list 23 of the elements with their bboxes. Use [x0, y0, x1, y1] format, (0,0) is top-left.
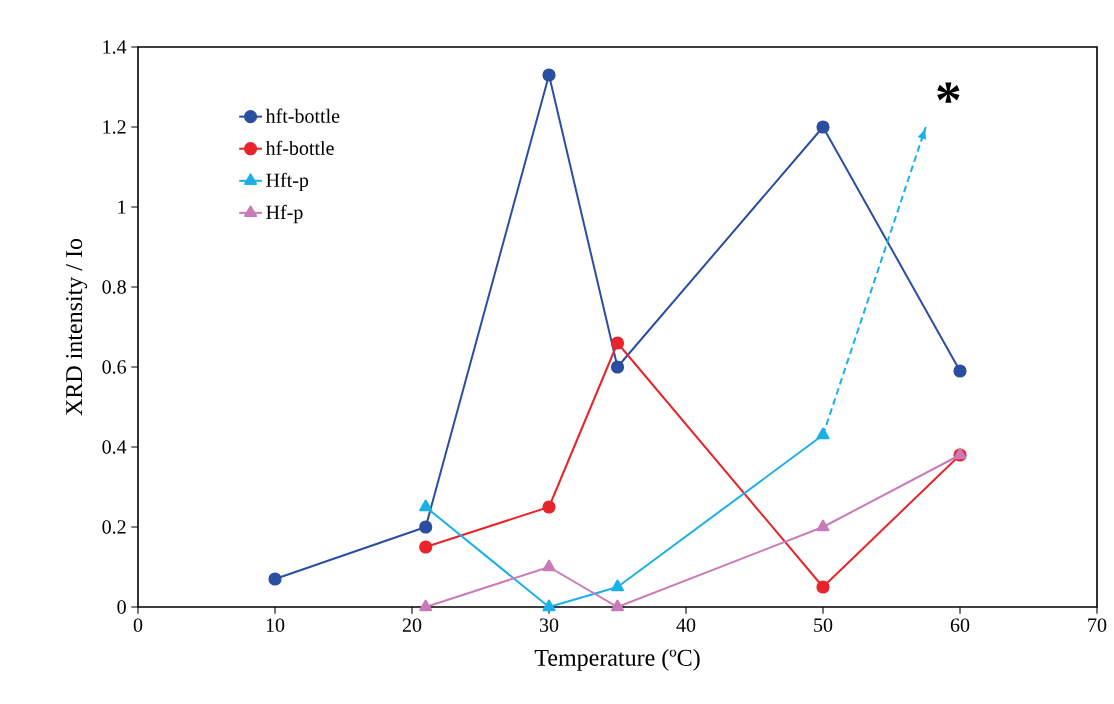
x-tick-label: 0	[133, 618, 143, 632]
y-tick-label: 1	[118, 200, 126, 214]
y-tick-label: 0	[117, 600, 126, 614]
y-tick-label: 0.8	[102, 280, 126, 294]
x-tick-label: 70	[1088, 618, 1107, 632]
legend-label: hft-bottle	[265, 108, 340, 123]
legend-label: Hft-p	[266, 172, 309, 192]
y-tick-label: 1.2	[103, 120, 126, 134]
y-tick-label: 1.4	[103, 40, 127, 54]
y-tick-label: 0.6	[102, 360, 127, 374]
legend-label: Hf-p	[266, 204, 303, 224]
x-tick-label: 30	[539, 618, 559, 632]
x-tick-label: 10	[266, 618, 285, 632]
x-tick-label: 20	[402, 618, 422, 632]
x-tick-label: 50	[814, 618, 833, 632]
x-tick-label: 60	[950, 618, 970, 632]
y-tick-label: 0.2	[102, 520, 126, 534]
x-tick-label: 40	[676, 618, 696, 632]
y-axis-title: XRD intensity / Io	[66, 238, 88, 416]
y-tick-label: 0.4	[102, 440, 127, 454]
legend-label: hf-bottle	[265, 140, 334, 155]
annotation: *	[937, 82, 960, 103]
x-axis-title: Temperature (ºC)	[534, 649, 700, 671]
